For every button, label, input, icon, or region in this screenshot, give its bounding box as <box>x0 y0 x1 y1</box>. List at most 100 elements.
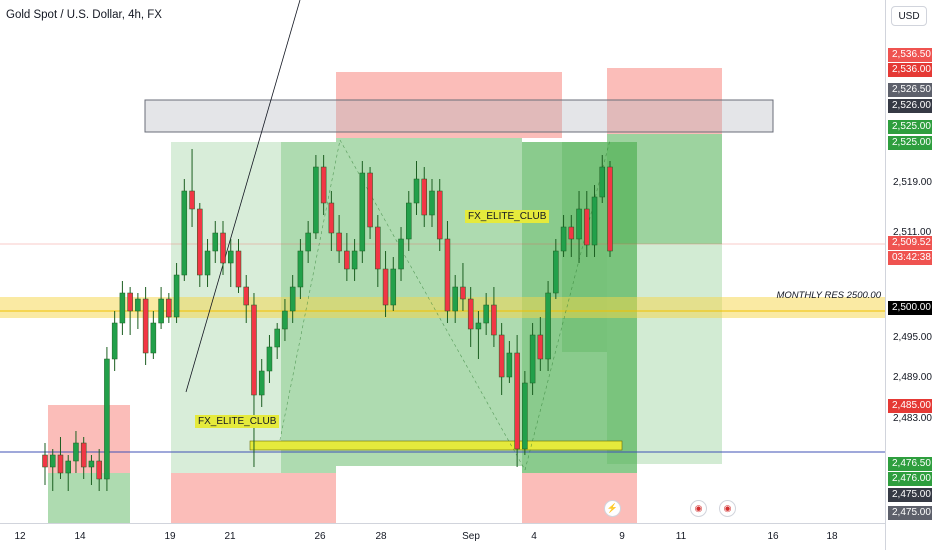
candle-body <box>258 370 265 396</box>
price-chart[interactable] <box>0 0 885 523</box>
candle-body <box>119 292 126 324</box>
candle-body <box>251 304 257 396</box>
time-tick: 14 <box>74 531 86 542</box>
candle-body <box>42 454 48 468</box>
price-axis[interactable]: USD 2,519.00 2,511.00 2,495.00 2,489.00 2,48… <box>885 0 932 550</box>
lightning-event-icon[interactable]: ⚡ <box>604 500 621 517</box>
time-tick: 21 <box>224 531 236 542</box>
chart-title: Gold Spot / U.S. Dollar, 4h, FX <box>6 9 162 21</box>
candle-body <box>436 190 443 240</box>
candle-body <box>568 226 575 240</box>
candle-body <box>514 352 520 450</box>
us-flag-event-icon[interactable]: ◉ <box>719 500 736 517</box>
candle-body <box>289 286 296 312</box>
candle-body <box>351 250 358 270</box>
candle-body <box>537 334 544 360</box>
candle-body <box>553 250 559 294</box>
candle-body <box>413 178 420 204</box>
candle-body <box>522 382 528 450</box>
candle-body <box>467 298 474 330</box>
tp-zone <box>607 134 722 244</box>
price-tick: 2,511.00 <box>893 227 932 238</box>
candle-body <box>336 232 342 252</box>
candle-body <box>135 298 141 312</box>
candle-body <box>127 292 133 312</box>
candle-body <box>460 286 466 300</box>
club-label-upper: FX_ELITE_CLUB <box>465 210 550 223</box>
projection-line <box>524 139 611 471</box>
candle-body <box>150 322 157 354</box>
price-label: 2,485.00 <box>888 399 932 413</box>
trend-line <box>185 0 301 393</box>
time-tick: 9 <box>619 531 625 542</box>
candle-body <box>398 238 404 270</box>
candle-body <box>591 196 598 246</box>
candle-body <box>305 232 311 252</box>
candle-body <box>282 310 288 330</box>
candle-body <box>576 208 582 240</box>
price-label: 2,526.50 <box>888 83 932 97</box>
sl-zone <box>336 72 562 138</box>
candle-body <box>320 166 327 204</box>
price-label: 2,500.00 <box>888 301 932 315</box>
club-label-lower: FX_ELITE_CLUB <box>195 415 280 428</box>
candle-body <box>173 274 180 318</box>
tp-zone <box>48 473 130 523</box>
candle-body <box>189 190 195 210</box>
projection-line <box>279 139 341 441</box>
candle-body <box>212 232 219 252</box>
candle-body <box>367 172 373 228</box>
candle-body <box>228 250 234 264</box>
time-tick: 19 <box>164 531 176 542</box>
time-tick: 26 <box>314 531 326 542</box>
time-tick: 4 <box>531 531 537 542</box>
price-label: 2,476.50 <box>888 457 932 471</box>
us-flag-event-icon[interactable]: ◉ <box>690 500 707 517</box>
time-axis[interactable]: 12 14 19 21 26 28 Sep 4 9 11 16 18 <box>0 523 885 551</box>
candle-body <box>166 298 172 318</box>
candle-body <box>104 358 110 480</box>
candle-body <box>584 208 590 246</box>
candle-body <box>49 454 56 468</box>
candle-body <box>390 268 397 306</box>
price-label: 2,525.00 <box>888 136 932 150</box>
candle-body <box>491 304 497 336</box>
candle-body <box>344 250 350 270</box>
candle-body <box>111 322 118 360</box>
price-tick: 2,495.00 <box>893 332 932 343</box>
time-tick: 28 <box>375 531 387 542</box>
candle-body <box>274 328 280 348</box>
candle-body <box>80 442 87 468</box>
price-label: 2,475.00 <box>888 506 932 520</box>
monthly-res-label: MONTHLY RES 2500.00 <box>776 290 881 301</box>
price-label: 03:42:38 <box>888 251 932 265</box>
candle-body <box>452 286 458 312</box>
candle-body <box>607 166 613 252</box>
sl-zone <box>522 473 637 523</box>
candle-body <box>297 250 304 288</box>
time-tick: 11 <box>675 531 687 542</box>
candle-body <box>560 226 567 252</box>
candle-body <box>96 460 102 480</box>
time-tick: 12 <box>14 531 26 542</box>
price-label: 2,536.50 <box>888 48 932 62</box>
candle-body <box>235 250 242 288</box>
currency-button[interactable]: USD <box>891 6 927 26</box>
candle-body <box>506 352 513 378</box>
candle-body <box>65 460 71 474</box>
candle-body <box>382 268 389 306</box>
resistance-box <box>144 99 774 133</box>
chart-area[interactable]: Gold Spot / U.S. Dollar, 4h, FX FX_ELITE… <box>0 0 885 523</box>
price-label: 2,525.00 <box>888 120 932 134</box>
time-tick: 16 <box>767 531 779 542</box>
candle-body <box>158 298 164 324</box>
price-label: 2,509.52 <box>888 236 932 250</box>
price-label: 2,475.00 <box>888 488 932 502</box>
price-tick: 2,483.00 <box>893 413 932 424</box>
sl-zone <box>607 68 722 134</box>
candle-body <box>142 298 149 354</box>
candle-body <box>545 292 551 360</box>
candle-body <box>421 178 427 216</box>
candle-body <box>243 286 249 306</box>
candle-body <box>88 460 95 468</box>
